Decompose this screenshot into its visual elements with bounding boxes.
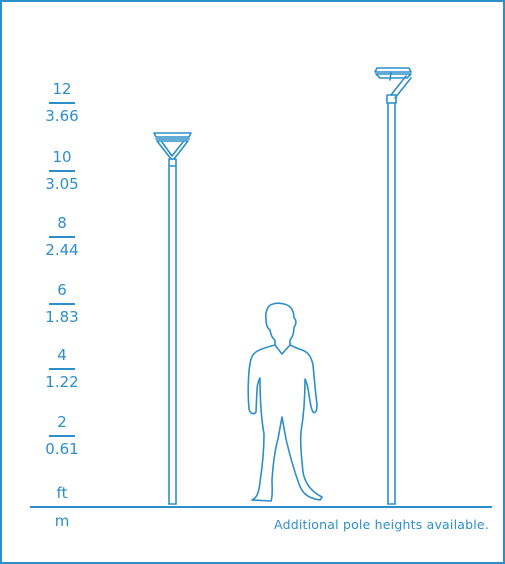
scale-feet-label: 4 xyxy=(57,346,67,364)
scale-feet-label: 6 xyxy=(57,281,67,299)
left-pole xyxy=(168,165,177,505)
ground-line xyxy=(30,506,492,508)
scale-meters-label: 0.61 xyxy=(45,439,79,458)
scale-mark-12ft: 12 3.66 xyxy=(34,80,90,125)
scale-mark-6ft: 6 1.83 xyxy=(34,281,90,326)
scale-feet-label: 10 xyxy=(52,148,72,166)
pole-heights-note: Additional pole heights available. xyxy=(274,517,489,532)
scale-divider xyxy=(49,303,75,305)
scale-mark-10ft: 10 3.05 xyxy=(34,148,90,193)
scale-mark-8ft: 8 2.44 xyxy=(34,214,90,259)
right-pole xyxy=(387,102,396,505)
scale-feet-label: 8 xyxy=(57,214,67,232)
scale-divider xyxy=(49,170,75,172)
scale-meters-label: 2.44 xyxy=(45,240,79,259)
arm-mounted-fixture-icon xyxy=(374,67,412,104)
scale-divider xyxy=(49,435,75,437)
scale-feet-label: 12 xyxy=(52,80,72,98)
unit-ft-label: ft xyxy=(56,484,68,502)
scale-divider xyxy=(49,236,75,238)
scale-meters-label: 1.22 xyxy=(45,372,79,391)
scale-divider xyxy=(49,102,75,104)
unit-m-label: m xyxy=(54,512,70,530)
post-top-cone-fixture-icon xyxy=(153,132,192,167)
scale-mark-2ft: 2 0.61 xyxy=(34,413,90,458)
person-silhouette-icon xyxy=(247,302,323,502)
scale-meters-label: 3.05 xyxy=(45,174,79,193)
scale-feet-label: 2 xyxy=(57,413,67,431)
scale-mark-4ft: 4 1.22 xyxy=(34,346,90,391)
scale-divider xyxy=(49,368,75,370)
scale-meters-label: 1.83 xyxy=(45,307,79,326)
scale-meters-label: 3.66 xyxy=(45,106,79,125)
